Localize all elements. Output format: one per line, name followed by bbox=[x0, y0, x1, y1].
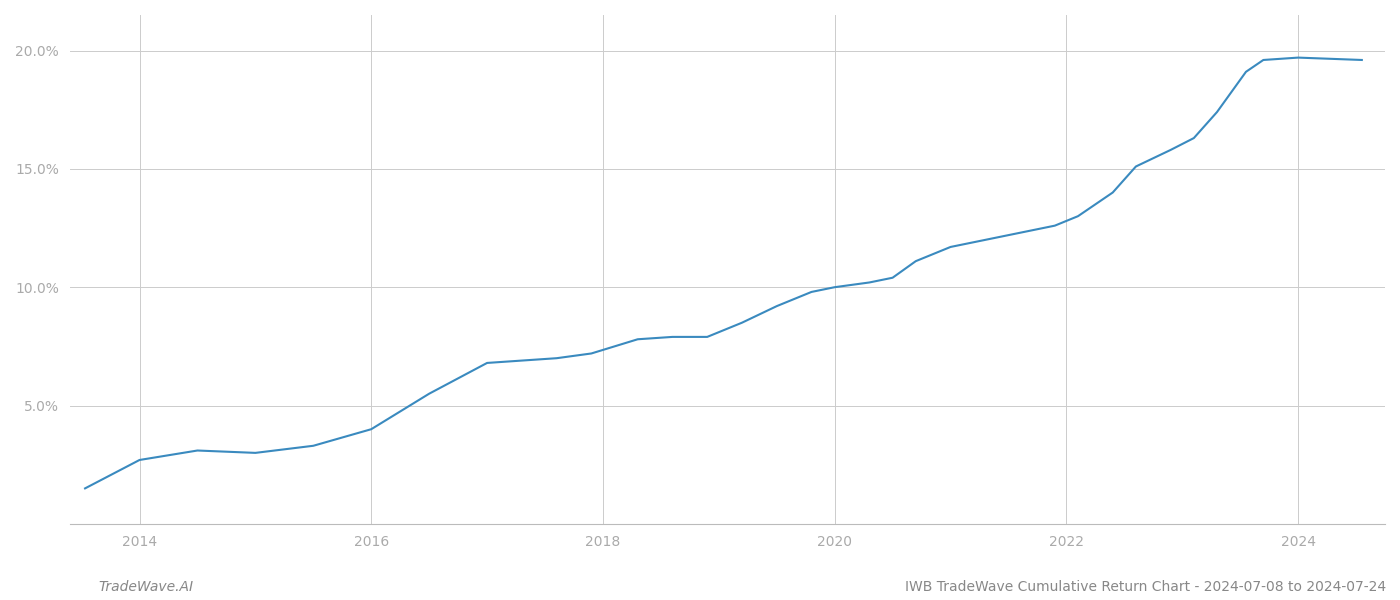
Text: IWB TradeWave Cumulative Return Chart - 2024-07-08 to 2024-07-24: IWB TradeWave Cumulative Return Chart - … bbox=[904, 580, 1386, 594]
Text: TradeWave.AI: TradeWave.AI bbox=[98, 580, 193, 594]
